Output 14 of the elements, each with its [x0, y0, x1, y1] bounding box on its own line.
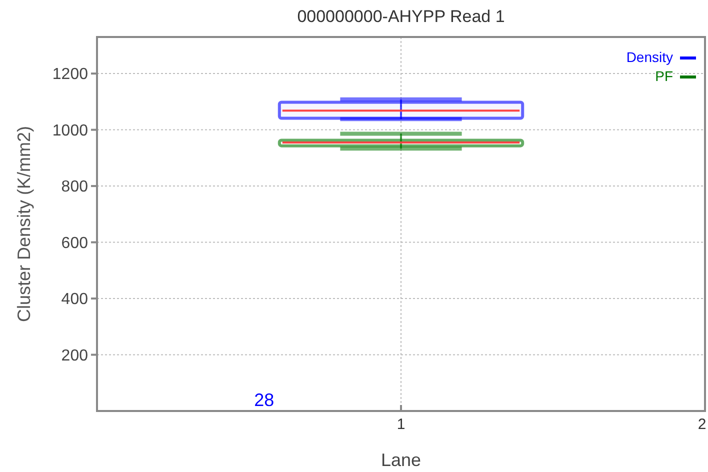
- y-tick-label: 400: [61, 291, 88, 308]
- x-tick-label: 2: [698, 416, 706, 433]
- y-tick-label: 1200: [52, 66, 88, 84]
- chart-title: 000000000-AHYPP Read 1: [297, 7, 505, 26]
- legend-label: PF: [655, 68, 673, 84]
- y-tick-label: 800: [61, 178, 88, 196]
- x-axis-title: Lane: [380, 450, 422, 470]
- legend-label: Density: [626, 48, 673, 65]
- y-tick-label: 200: [61, 347, 88, 364]
- y-tick-label: 600: [61, 234, 88, 252]
- y-axis-title: Cluster Density (K/mm2): [14, 126, 34, 322]
- annotation: 28: [254, 390, 274, 410]
- x-tick-label: 1: [396, 416, 406, 433]
- y-tick-label: 1000: [52, 122, 88, 140]
